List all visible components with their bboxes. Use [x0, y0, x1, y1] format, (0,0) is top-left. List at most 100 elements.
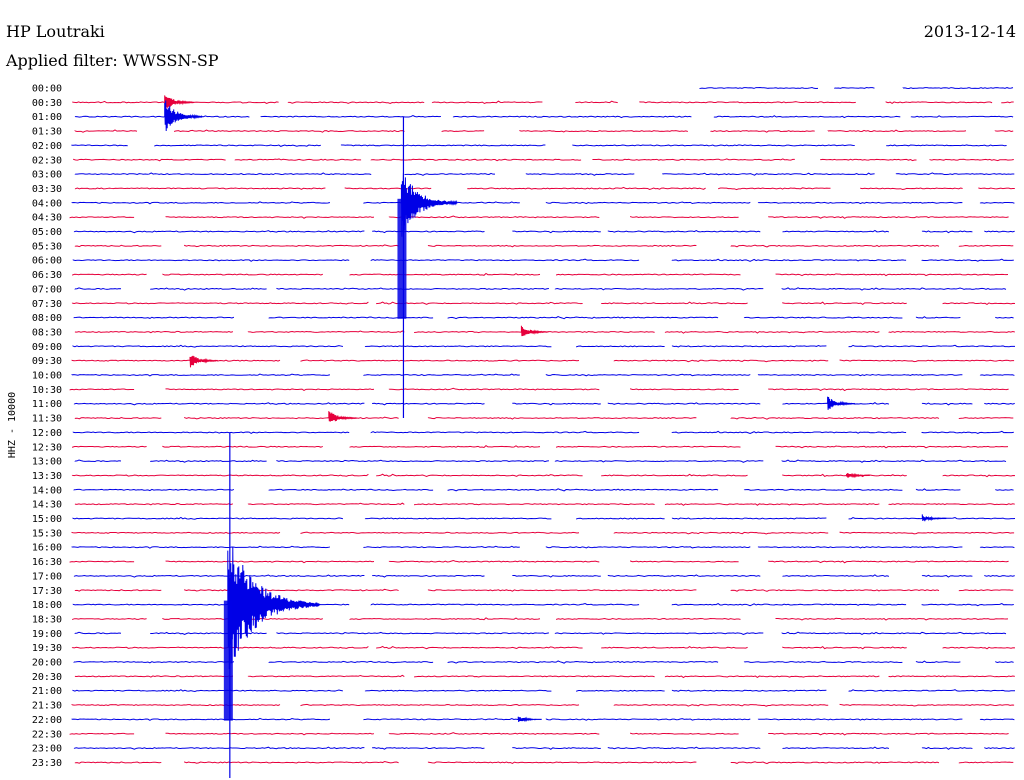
trace-row [72, 617, 1009, 621]
time-tick-label: 15:00 [32, 514, 62, 525]
trace-row [71, 703, 1015, 707]
time-tick-label: 18:00 [32, 600, 62, 611]
trace-row [73, 746, 1015, 750]
time-tick-label: 20:00 [32, 658, 62, 669]
trace-row [72, 100, 1014, 105]
time-tick-label: 23:00 [32, 744, 62, 755]
trace-row [74, 761, 1014, 765]
trace-row [74, 459, 1007, 463]
seismic-event [921, 514, 947, 522]
trace-row [73, 316, 1014, 320]
time-tick-label: 15:30 [32, 528, 62, 539]
time-tick-label: 02:30 [32, 155, 62, 166]
trace-row [73, 402, 1015, 406]
seismogram-traces [69, 87, 1016, 765]
time-tick-label: 10:00 [32, 371, 62, 382]
trace-row [71, 144, 1007, 147]
seismic-event [397, 116, 458, 419]
trace-row [74, 588, 1014, 592]
time-tick-label: 01:00 [32, 112, 62, 123]
time-tick-label: 21:30 [32, 701, 62, 712]
trace-row [74, 502, 1015, 506]
trace-row [73, 574, 1015, 578]
station-title: HP Loutraki [6, 22, 105, 41]
time-tick-label: 22:00 [32, 715, 62, 726]
time-tick-label: 12:00 [32, 428, 62, 439]
trace-row [74, 186, 1015, 191]
time-tick-label: 08:00 [32, 313, 62, 324]
trace-row [72, 445, 1009, 449]
time-tick-label: 06:30 [32, 270, 62, 281]
time-tick-label: 00:00 [32, 84, 62, 95]
trace-row [69, 387, 1009, 392]
trace-row [72, 689, 1016, 692]
time-tick-label: 19:30 [32, 643, 62, 654]
time-tick-label: 14:30 [32, 500, 62, 511]
trace-row [74, 416, 1014, 420]
time-tick-label: 14:00 [32, 485, 62, 496]
trace-row [71, 545, 1015, 549]
time-tick-label: 10:30 [32, 385, 62, 396]
time-tick-label: 16:30 [32, 557, 62, 568]
time-tick-label: 09:00 [32, 342, 62, 353]
trace-row [72, 272, 1009, 277]
trace-row [74, 129, 1014, 133]
time-tick-label: 05:30 [32, 241, 62, 252]
trace-row [74, 631, 1007, 636]
trace-row [72, 344, 1016, 348]
trace-row [71, 645, 1016, 650]
time-tick-label: 11:00 [32, 399, 62, 410]
trace-row [72, 430, 1014, 435]
trace-row [71, 473, 1016, 478]
seismic-event [164, 100, 203, 132]
time-tick-label: 22:30 [32, 729, 62, 740]
time-tick-label: 20:30 [32, 672, 62, 683]
trace-row [71, 359, 1015, 363]
seismic-event [827, 396, 856, 410]
trace-row [74, 244, 1014, 248]
seismic-event [223, 432, 320, 778]
trace-row [73, 158, 1014, 162]
record-date: 2013-12-14 [923, 22, 1016, 41]
time-tick-label: 02:00 [32, 141, 62, 152]
filter-label: Applied filter: WWSSN-SP [6, 51, 219, 70]
time-tick-label: 04:00 [32, 198, 62, 209]
trace-row [73, 660, 1014, 664]
seismic-event [328, 411, 358, 422]
seismic-event [846, 472, 871, 479]
time-tick-label: 21:00 [32, 686, 62, 697]
trace-row [69, 559, 1009, 564]
trace-row [73, 229, 1015, 234]
time-tick-label: 05:00 [32, 227, 62, 238]
y-axis-label: HHZ - 10000 [7, 392, 18, 458]
time-tick-label: 13:30 [32, 471, 62, 482]
time-tick-label: 07:00 [32, 284, 62, 295]
time-tick-label: 03:30 [32, 184, 62, 195]
trace-row [73, 488, 1014, 492]
trace-row [69, 215, 1009, 219]
seismic-event [517, 716, 542, 723]
time-tick-label: 06:00 [32, 256, 62, 267]
time-tick-label: 12:30 [32, 442, 62, 453]
time-tick-label: 11:30 [32, 414, 62, 425]
seismic-event [520, 325, 549, 337]
trace-row [71, 201, 1015, 205]
seismic-events [164, 95, 947, 778]
trace-row [72, 602, 1014, 607]
time-tick-label: 23:30 [32, 758, 62, 769]
time-tick-label: 04:30 [32, 213, 62, 224]
time-tick-label: 08:30 [32, 327, 62, 338]
time-tick-label: 13:00 [32, 457, 62, 468]
trace-row [74, 114, 1014, 119]
trace-row [69, 732, 1009, 736]
trace-row [699, 87, 1014, 90]
time-tick-label: 17:30 [32, 586, 62, 597]
trace-row [72, 516, 1016, 520]
trace-row [74, 674, 1015, 679]
time-tick-label: 19:00 [32, 629, 62, 640]
time-tick-label: 18:30 [32, 614, 62, 625]
time-tick-label: 07:30 [32, 299, 62, 310]
trace-row [71, 531, 1015, 535]
trace-row [71, 301, 1016, 306]
